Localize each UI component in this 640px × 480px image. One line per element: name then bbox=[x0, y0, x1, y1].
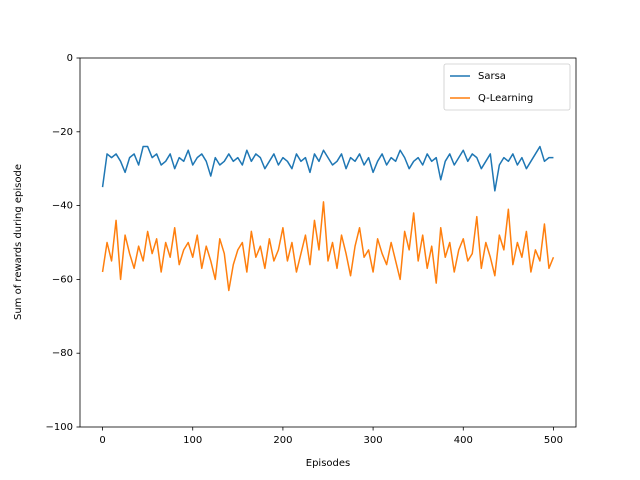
y-tick-label: −40 bbox=[52, 201, 73, 212]
y-tick-label: −20 bbox=[52, 127, 73, 138]
x-axis-label: Episodes bbox=[306, 458, 350, 469]
series-line bbox=[101, 201, 555, 292]
x-tick-label: 500 bbox=[544, 435, 563, 446]
x-tick-label: 100 bbox=[183, 435, 202, 446]
y-tick-label: −100 bbox=[46, 422, 73, 433]
x-tick-label: 200 bbox=[273, 435, 292, 446]
legend-label: Sarsa bbox=[478, 71, 506, 82]
x-tick-label: 400 bbox=[454, 435, 473, 446]
legend-label: Q-Learning bbox=[478, 93, 533, 104]
y-axis-label: Sum of rewards during episode bbox=[13, 164, 24, 320]
series-line bbox=[101, 145, 554, 192]
y-tick-label: −60 bbox=[52, 274, 73, 285]
x-tick-label: 0 bbox=[99, 435, 105, 446]
plot-frame bbox=[79, 57, 577, 428]
y-tick-label: 0 bbox=[67, 53, 73, 64]
y-tick-label: −80 bbox=[52, 348, 73, 359]
legend-box bbox=[443, 63, 571, 111]
x-tick-label: 300 bbox=[364, 435, 383, 446]
